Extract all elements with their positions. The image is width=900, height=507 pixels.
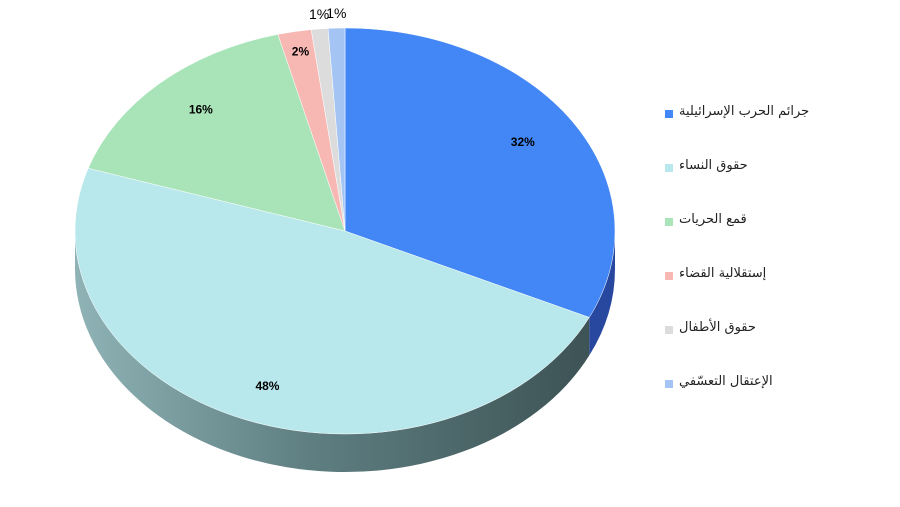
legend-item: حقوق الأطفال: [665, 320, 895, 374]
data-label-3: 2%: [292, 45, 310, 59]
data-label-2: 16%: [189, 103, 213, 117]
chart-legend: جرائم الحرب الإسرائيلية حقوق النساء قمع ال…: [665, 104, 895, 428]
pie-slice-0: [344, 27, 616, 318]
legend-swatch: [665, 110, 673, 118]
pie-side-1: [75, 231, 590, 472]
legend-label: جرائم الحرب الإسرائيلية: [679, 104, 810, 119]
data-label-1: 48%: [255, 379, 279, 393]
legend-item: إستقلالية القضاء: [665, 266, 895, 320]
data-label-4: 1%: [309, 6, 329, 22]
legend-swatch: [665, 326, 673, 334]
legend-item: جرائم الحرب الإسرائيلية: [665, 104, 895, 158]
legend-label: الإعتقال التعسّفي: [679, 374, 773, 389]
legend-label: إستقلالية القضاء: [679, 266, 767, 281]
data-label-0: 32%: [511, 135, 535, 149]
legend-label: حقوق الأطفال: [679, 320, 756, 335]
legend-swatch: [665, 164, 673, 172]
pie-slice-2: [87, 34, 346, 232]
pie-slice-1: [74, 167, 590, 435]
legend-item: الإعتقال التعسّفي: [665, 374, 895, 428]
legend-item: قمع الحريات: [665, 212, 895, 266]
data-label-5: 1%: [326, 5, 346, 21]
legend-label: قمع الحريات: [679, 212, 747, 227]
legend-swatch: [665, 218, 673, 226]
legend-label: حقوق النساء: [679, 158, 748, 173]
legend-swatch: [665, 380, 673, 388]
pie-slice-5: [327, 27, 346, 232]
legend-swatch: [665, 272, 673, 280]
legend-item: حقوق النساء: [665, 158, 895, 212]
